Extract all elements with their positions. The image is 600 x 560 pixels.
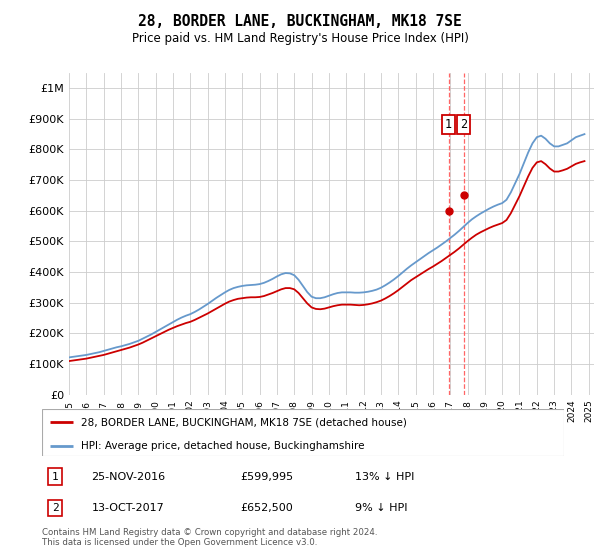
Text: 2: 2	[52, 503, 58, 513]
Text: £599,995: £599,995	[241, 472, 293, 482]
Text: £652,500: £652,500	[241, 503, 293, 513]
Text: 1: 1	[52, 472, 58, 482]
Text: 9% ↓ HPI: 9% ↓ HPI	[355, 503, 408, 513]
Text: 13% ↓ HPI: 13% ↓ HPI	[355, 472, 415, 482]
Text: 25-NOV-2016: 25-NOV-2016	[92, 472, 166, 482]
Text: Price paid vs. HM Land Registry's House Price Index (HPI): Price paid vs. HM Land Registry's House …	[131, 32, 469, 45]
Text: 13-OCT-2017: 13-OCT-2017	[92, 503, 164, 513]
Text: 1: 1	[445, 118, 452, 132]
Text: HPI: Average price, detached house, Buckinghamshire: HPI: Average price, detached house, Buck…	[81, 441, 365, 451]
Text: Contains HM Land Registry data © Crown copyright and database right 2024.
This d: Contains HM Land Registry data © Crown c…	[42, 528, 377, 547]
Text: 28, BORDER LANE, BUCKINGHAM, MK18 7SE (detached house): 28, BORDER LANE, BUCKINGHAM, MK18 7SE (d…	[81, 417, 407, 427]
Text: 28, BORDER LANE, BUCKINGHAM, MK18 7SE: 28, BORDER LANE, BUCKINGHAM, MK18 7SE	[138, 14, 462, 29]
Text: 2: 2	[460, 118, 467, 132]
